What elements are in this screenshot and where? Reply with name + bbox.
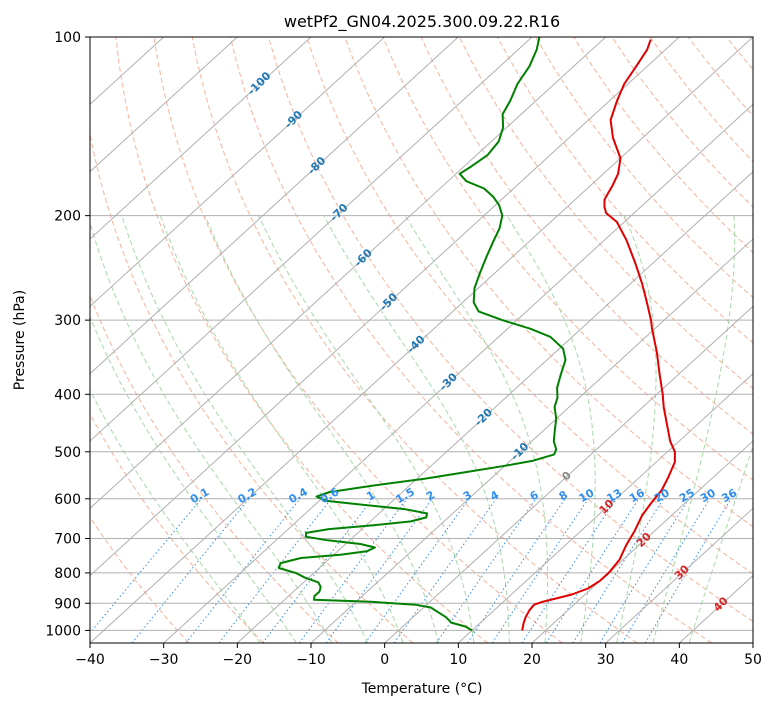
x-tick-label: 30 (597, 652, 615, 668)
y-tick-label: 400 (54, 387, 81, 403)
x-tick-label: 10 (449, 652, 467, 668)
mixing-ratio-line (185, 498, 301, 643)
isotherm-line (90, 37, 680, 577)
x-tick-label: 40 (670, 652, 688, 668)
dry-adiabat-line (496, 37, 753, 344)
y-tick-label: 600 (54, 492, 81, 508)
moist-adiabat-line (159, 215, 404, 643)
x-tick-label: 50 (744, 652, 762, 668)
mixing-ratio-line (325, 498, 433, 643)
dry-adiabat-line (191, 37, 638, 643)
mixing-ratio-line (491, 498, 589, 643)
mixing-ratio-line (467, 498, 566, 643)
temperature-profile-line (521, 39, 676, 631)
dry-adiabat-line (344, 37, 753, 528)
dewpoint-profile-line (277, 37, 567, 632)
y-tick-label: 800 (54, 566, 81, 582)
x-tick-label: −40 (75, 652, 105, 668)
y-tick-label: 200 (54, 209, 81, 225)
isotherm-line (384, 305, 753, 643)
moist-adiabat-line (90, 315, 297, 643)
x-axis-ticks: −40 −30 −20 −10 0 10 20 30 40 50 (75, 643, 762, 668)
isotherm-line (90, 37, 533, 442)
mixing-ratio-lines (90, 498, 732, 643)
moist-adiabat-line (258, 215, 475, 643)
x-tick-label: 0 (380, 652, 389, 668)
isotherm-line (90, 37, 238, 173)
mixing-ratio-line (364, 498, 470, 643)
y-tick-label: 300 (54, 313, 81, 329)
dry-adiabat-line (382, 37, 753, 481)
mixing-ratio-line (218, 498, 332, 643)
isotherm-line (90, 37, 459, 375)
dry-adiabat-line (306, 37, 753, 575)
isotherm-line (90, 37, 753, 643)
y-tick-label: 1000 (45, 623, 81, 639)
mixing-ratio-line (599, 498, 690, 643)
profile-series (277, 37, 676, 632)
dry-adiabat-line (153, 37, 563, 643)
mixing-ratio-line (572, 498, 665, 643)
dry-adiabat-line (535, 37, 753, 299)
moist-adiabat-line (652, 215, 736, 643)
y-tick-label: 500 (54, 445, 81, 461)
isotherm-line (90, 37, 386, 308)
isotherm-line (163, 103, 753, 643)
mixing-ratio-line (90, 498, 202, 634)
mixing-ratio-line (298, 498, 408, 643)
moist-adiabat-line (404, 215, 548, 643)
mixing-ratio-line (621, 498, 711, 643)
plot-frame (89, 36, 754, 644)
isotherm-line (457, 372, 753, 643)
dry-adiabat-line (268, 37, 753, 623)
chart-title: wetPf2_GN04.2025.300.09.22.R16 (284, 12, 560, 32)
isotherm-line (90, 37, 607, 510)
mixing-ratio-line (131, 498, 250, 643)
isotherms (90, 37, 753, 643)
x-tick-label: −20 (223, 652, 253, 668)
isobars (90, 37, 753, 631)
dry-adiabat-line (420, 37, 753, 435)
moist-adiabat-line (204, 215, 439, 643)
y-tick-label: 900 (54, 596, 81, 612)
moist-adiabat-line (121, 215, 369, 643)
y-axis-label: Pressure (hPa) (12, 290, 28, 390)
dry-adiabat-line (458, 37, 753, 390)
isotherm-line (531, 440, 753, 643)
dry-adiabat-line (90, 412, 264, 643)
isotherm-line (90, 37, 312, 240)
x-tick-label: −30 (149, 652, 179, 668)
x-tick-label: −10 (296, 652, 326, 668)
y-axis-ticks: 100 200 300 400 500 600 700 800 900 1000 (45, 30, 90, 639)
moist-adiabats (90, 215, 753, 643)
isotherm-line (310, 238, 753, 643)
mixing-ratio-line (644, 498, 732, 643)
moist-adiabat-line (688, 444, 753, 643)
x-tick-label: 20 (523, 652, 541, 668)
isotherm-line (605, 507, 753, 643)
x-axis-label: Temperature (°C) (361, 681, 483, 697)
y-tick-label: 700 (54, 532, 81, 548)
y-tick-label: 100 (54, 30, 81, 46)
dry-adiabat-line (115, 37, 488, 643)
dry-adiabats (90, 37, 753, 643)
moist-adiabat-line (506, 215, 596, 643)
moist-adiabat-line (616, 215, 657, 643)
